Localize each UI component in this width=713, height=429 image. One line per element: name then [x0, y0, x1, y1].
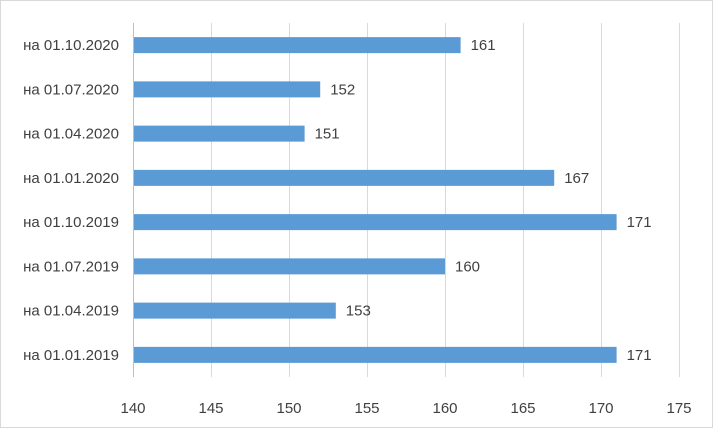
x-tick-label-170: 170	[588, 400, 613, 417]
bar-7	[134, 37, 461, 54]
bar-0	[134, 346, 617, 363]
bar-layer	[134, 37, 617, 363]
data-label-1: 153	[346, 303, 371, 320]
grid-layer	[211, 23, 680, 377]
data-label-0: 171	[627, 347, 652, 364]
x-tick-label-175: 175	[666, 400, 691, 417]
bar-5	[134, 125, 305, 142]
bar-4	[134, 169, 555, 186]
category-label-6: на 01.07.2020	[23, 81, 119, 98]
data-label-7: 161	[471, 37, 496, 54]
x-tick-label-150: 150	[276, 400, 301, 417]
category-label-5: на 01.04.2020	[23, 126, 119, 143]
bar-6	[134, 81, 321, 98]
bar-3	[134, 214, 617, 231]
category-label-1: на 01.04.2019	[23, 303, 119, 320]
data-label-2: 160	[455, 258, 480, 275]
data-label-3: 171	[627, 214, 652, 231]
x-tick-label-140: 140	[120, 400, 145, 417]
x-tick-label-155: 155	[354, 400, 379, 417]
bar-2	[134, 258, 445, 275]
label-layer: 140 145 150 155 160 165 170 175 на 01.01.2019 171…	[23, 37, 691, 417]
category-label-7: на 01.10.2020	[23, 37, 119, 54]
data-label-5: 151	[315, 126, 340, 143]
category-label-0: на 01.01.2019	[23, 347, 119, 364]
bar-1	[134, 302, 336, 319]
x-tick-label-160: 160	[432, 400, 457, 417]
category-label-4: на 01.01.2020	[23, 170, 119, 187]
category-label-3: на 01.10.2019	[23, 214, 119, 231]
category-label-2: на 01.07.2019	[23, 258, 119, 275]
x-tick-label-145: 145	[198, 400, 223, 417]
data-label-6: 152	[330, 81, 355, 98]
x-tick-label-165: 165	[510, 400, 535, 417]
data-label-4: 167	[564, 170, 589, 187]
